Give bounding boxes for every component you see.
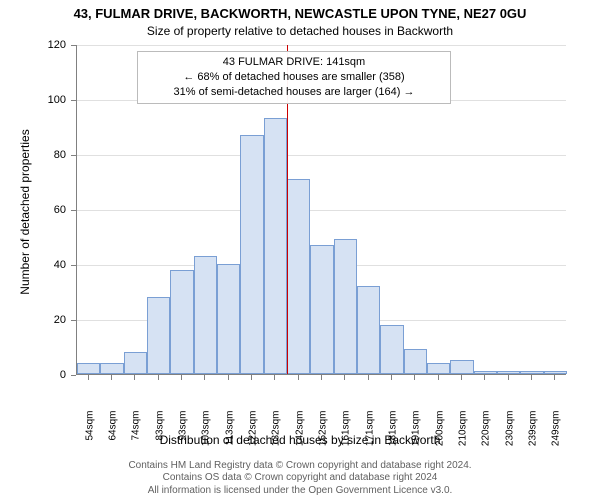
plot-area: 43 FULMAR DRIVE: 141sqm ← 68% of detache… [76, 45, 566, 375]
histogram-bar [264, 118, 287, 374]
histogram-bar [147, 297, 170, 374]
histogram-bar [240, 135, 263, 374]
x-tick-mark [508, 375, 509, 380]
callout-box: 43 FULMAR DRIVE: 141sqm ← 68% of detache… [137, 51, 451, 104]
histogram-bar [77, 363, 100, 374]
histogram-bar [124, 352, 147, 374]
x-tick-mark [554, 375, 555, 380]
histogram-bar [287, 179, 310, 374]
gridline [77, 155, 566, 156]
histogram-bar [357, 286, 380, 374]
x-tick-mark [461, 375, 462, 380]
y-tick-label: 100 [40, 94, 66, 106]
x-tick-mark [321, 375, 322, 380]
x-tick-mark [88, 375, 89, 380]
x-axis-label: Distribution of detached houses by size … [0, 433, 600, 447]
page-root: 43, FULMAR DRIVE, BACKWORTH, NEWCASTLE U… [0, 0, 600, 500]
footer-line-3: All information is licensed under the Op… [0, 485, 600, 498]
callout-line-1: 43 FULMAR DRIVE: 141sqm [144, 55, 444, 70]
x-tick-mark [134, 375, 135, 380]
histogram-bar [310, 245, 333, 374]
y-tick-mark [71, 375, 76, 376]
x-tick-mark [298, 375, 299, 380]
x-tick-mark [438, 375, 439, 380]
histogram-bar [497, 371, 520, 374]
histogram-bar [544, 371, 567, 374]
footer-line-2: Contains OS data © Crown copyright and d… [0, 472, 600, 485]
x-tick-mark [531, 375, 532, 380]
histogram-bar [100, 363, 123, 374]
histogram-bar [450, 360, 473, 374]
footer: Contains HM Land Registry data © Crown c… [0, 460, 600, 500]
histogram-bar [520, 371, 543, 374]
x-tick-mark [251, 375, 252, 380]
x-tick-mark [111, 375, 112, 380]
gridline [77, 210, 566, 211]
histogram-bar [404, 349, 427, 374]
y-tick-label: 20 [40, 314, 66, 326]
gridline [77, 45, 566, 46]
footer-line-1: Contains HM Land Registry data © Crown c… [0, 460, 600, 473]
x-tick-mark [181, 375, 182, 380]
histogram-bar [380, 325, 403, 375]
histogram-bar [474, 371, 497, 374]
x-tick-mark [274, 375, 275, 380]
callout-line-3: 31% of semi-detached houses are larger (… [144, 85, 444, 100]
histogram-bar [170, 270, 193, 375]
x-tick-mark [368, 375, 369, 380]
page-title: 43, FULMAR DRIVE, BACKWORTH, NEWCASTLE U… [0, 6, 600, 21]
y-tick-label: 40 [40, 259, 66, 271]
x-tick-mark [391, 375, 392, 380]
x-tick-mark [228, 375, 229, 380]
y-tick-label: 0 [40, 369, 66, 381]
x-tick-mark [344, 375, 345, 380]
histogram-bar [217, 264, 240, 374]
x-tick-mark [204, 375, 205, 380]
histogram-bar [427, 363, 450, 374]
y-tick-label: 120 [40, 39, 66, 51]
histogram-bar [334, 239, 357, 374]
histogram-bar [194, 256, 217, 374]
x-tick-mark [414, 375, 415, 380]
y-tick-label: 60 [40, 204, 66, 216]
callout-line-2: ← 68% of detached houses are smaller (35… [144, 70, 444, 85]
y-tick-label: 80 [40, 149, 66, 161]
x-tick-mark [484, 375, 485, 380]
x-tick-mark [158, 375, 159, 380]
page-subtitle: Size of property relative to detached ho… [0, 24, 600, 38]
y-axis-label: Number of detached properties [18, 87, 32, 337]
